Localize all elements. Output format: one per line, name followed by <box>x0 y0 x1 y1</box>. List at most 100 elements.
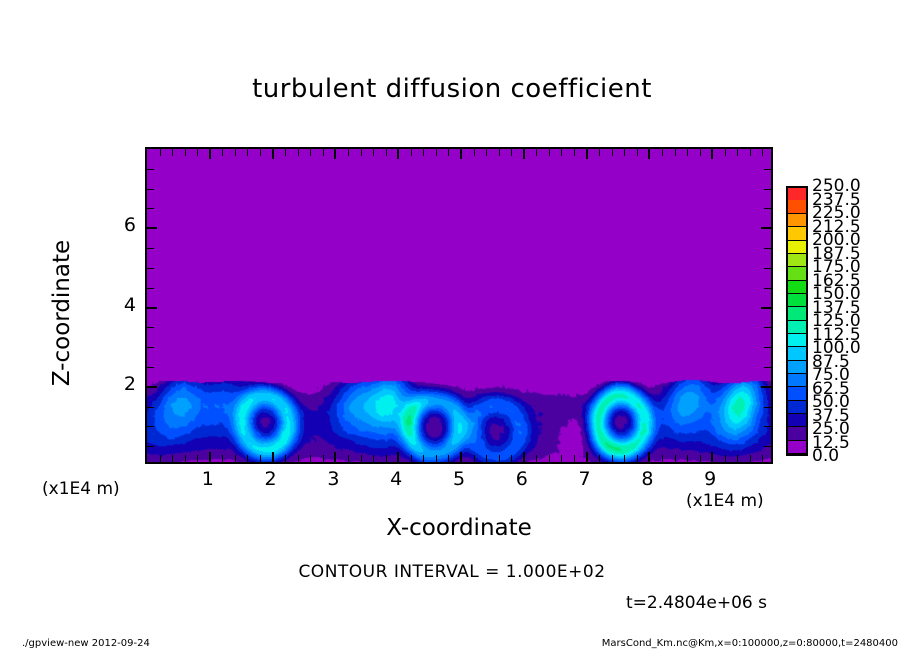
x-axis-major-tick <box>271 149 274 159</box>
x-axis-minor-tick <box>498 149 500 156</box>
colorbar-swatch <box>788 360 806 374</box>
x-axis-minor-tick <box>435 455 437 462</box>
colorbar-tick-label: 250.0 <box>812 176 861 196</box>
y-axis-minor-tick <box>764 347 771 349</box>
x-axis-minor-tick <box>473 455 475 462</box>
x-axis-minor-tick <box>297 149 299 156</box>
x-axis-minor-tick <box>184 455 186 462</box>
x-axis-minor-tick <box>197 149 199 156</box>
x-axis-minor-tick <box>159 149 161 156</box>
x-axis-minor-tick <box>172 149 174 156</box>
x-axis-minor-tick <box>699 455 701 462</box>
x-axis-tick-label: 9 <box>704 468 717 490</box>
x-axis-minor-tick <box>172 455 174 462</box>
y-axis-minor-tick <box>147 248 154 250</box>
colorbar-swatch <box>788 200 806 214</box>
x-axis-minor-tick <box>762 149 764 156</box>
contour-interval-note: CONTOUR INTERVAL = 1.000E+02 <box>298 562 606 582</box>
y-axis-tick-label: 6 <box>123 214 136 237</box>
colorbar-swatch <box>788 427 806 441</box>
y-axis-tick-label: 4 <box>123 293 136 316</box>
colorbar-tick-label: 50.0 <box>812 392 850 412</box>
x-axis-minor-tick <box>234 455 236 462</box>
y-axis-minor-tick <box>147 347 154 349</box>
colorbar-tick-label: 150.0 <box>812 284 861 304</box>
x-axis-minor-tick <box>574 149 576 156</box>
colorbar-swatch <box>788 240 806 254</box>
x-axis-minor-tick <box>674 149 676 156</box>
x-axis-minor-tick <box>486 149 488 156</box>
colorbar-tick-label: 100.0 <box>812 338 861 358</box>
footer-source: MarsCond_Km.nc@Km,x=0:100000,z=0:80000,t… <box>601 638 898 649</box>
x-axis-minor-tick <box>159 455 161 462</box>
y-axis-minor-tick <box>147 446 154 448</box>
x-axis-minor-tick <box>247 149 249 156</box>
colorbar-tick-label: 62.5 <box>812 378 850 399</box>
x-axis-minor-tick <box>687 149 689 156</box>
colorbar-swatch <box>788 293 806 308</box>
colorbar-swatch <box>788 387 806 401</box>
x-axis-minor-tick <box>222 149 224 156</box>
x-axis-minor-tick <box>724 455 726 462</box>
x-axis-minor-tick <box>724 149 726 156</box>
x-axis-minor-tick <box>423 149 425 156</box>
x-axis-minor-tick <box>222 455 224 462</box>
x-axis-minor-tick <box>360 455 362 462</box>
colorbar-swatch <box>788 413 806 428</box>
colorbar-tick-label: 112.5 <box>812 324 861 345</box>
y-axis-minor-tick <box>764 287 771 289</box>
colorbar-swatch <box>788 400 806 414</box>
colorbar-swatch <box>788 440 806 454</box>
colorbar-swatch <box>788 333 806 348</box>
x-axis-minor-tick <box>347 149 349 156</box>
x-axis-minor-tick <box>699 149 701 156</box>
y-axis-minor-tick <box>147 208 154 210</box>
colorbar-tick-label: 175.0 <box>812 257 861 277</box>
colorbar-swatch <box>788 307 806 321</box>
colorbar-swatch <box>788 320 806 334</box>
colorbar-tick-label: 137.5 <box>812 297 861 318</box>
colorbar-tick-label: 0.0 <box>812 446 840 466</box>
x-axis-minor-tick <box>561 455 563 462</box>
y-axis-major-tick <box>761 227 771 230</box>
page-title: turbulent diffusion coefficient <box>252 74 652 104</box>
colorbar-tick-label: 87.5 <box>812 351 850 372</box>
x-axis-major-tick <box>648 452 651 462</box>
y-axis-minor-tick <box>764 168 771 170</box>
colorbar-tick-label: 37.5 <box>812 405 850 426</box>
x-axis-minor-tick <box>410 455 412 462</box>
x-axis-minor-tick <box>373 455 375 462</box>
x-axis-minor-tick <box>247 455 249 462</box>
x-axis-major-tick <box>271 452 274 462</box>
y-axis-minor-tick <box>764 426 771 428</box>
colorbar-swatch <box>788 267 806 281</box>
x-axis-major-tick <box>334 149 337 159</box>
y-axis-major-tick <box>761 306 771 309</box>
x-axis-major-tick <box>208 452 211 462</box>
x-axis-minor-tick <box>737 149 739 156</box>
y-axis-major-tick <box>761 385 771 388</box>
contour-plot-area <box>145 147 773 464</box>
turbulent-diffusion-field <box>147 149 771 462</box>
y-axis-minor-tick <box>147 267 154 269</box>
y-axis-minor-tick <box>764 248 771 250</box>
x-axis-minor-tick <box>385 455 387 462</box>
time-stamp: t=2.4804e+06 s <box>626 593 767 613</box>
x-axis-minor-tick <box>498 455 500 462</box>
x-axis-major-tick <box>460 149 462 159</box>
y-axis-minor-tick <box>147 426 154 428</box>
x-axis-major-tick <box>208 149 211 159</box>
x-axis-minor-tick <box>536 149 538 156</box>
x-axis-tick-label: 2 <box>264 468 277 490</box>
colorbar-swatch <box>788 347 806 361</box>
x-axis-minor-tick <box>297 455 299 462</box>
x-axis-minor-tick <box>624 455 626 462</box>
x-axis-minor-tick <box>360 149 362 156</box>
x-axis-major-tick <box>397 452 400 462</box>
y-axis-major-tick <box>147 306 157 309</box>
x-axis-minor-tick <box>448 455 450 462</box>
x-axis-minor-tick <box>548 455 550 462</box>
x-axis-tick-label: 1 <box>201 468 214 490</box>
x-axis-tick-label: 4 <box>390 468 403 490</box>
colorbar-tick-label: 212.5 <box>812 216 861 237</box>
